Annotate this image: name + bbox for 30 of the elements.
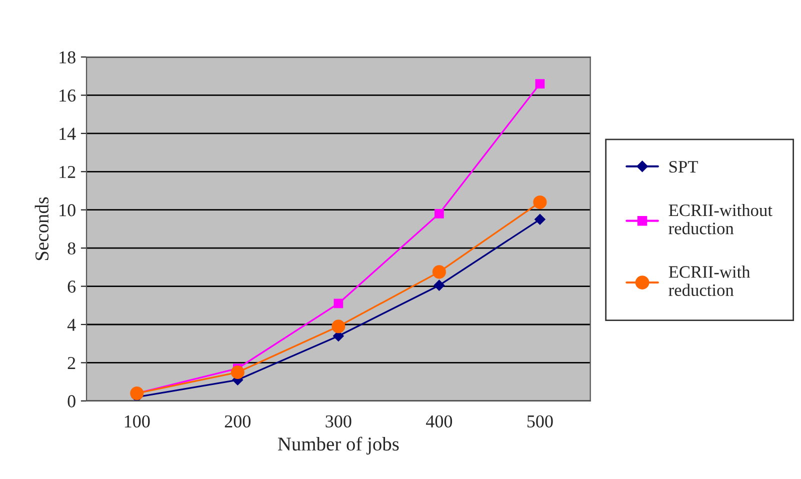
y-tick-label: 16: [60, 90, 76, 102]
point: [230, 365, 244, 380]
point: [332, 320, 346, 334]
x-tick-label: 500: [527, 415, 553, 428]
y-tick-label: 6: [68, 280, 76, 293]
y-tick-label: 14: [60, 128, 76, 140]
point: [534, 214, 546, 225]
legend-label: SPT: [669, 160, 698, 173]
x-tick-label: 300: [326, 415, 352, 428]
y-tick-label: 12: [60, 166, 76, 178]
legend-label: ECRII-without reduction: [668, 204, 772, 234]
point: [535, 79, 545, 88]
x-tick-label: 400: [426, 415, 452, 428]
point: [432, 265, 446, 279]
y-tick-label: 18: [60, 51, 76, 64]
x-axis-title: Number of jobs: [278, 436, 399, 455]
y-tick-label: 2: [68, 357, 76, 369]
x-tick-label: 200: [224, 415, 251, 428]
point: [434, 208, 444, 218]
y-tick-label: 10: [60, 204, 76, 216]
x-tick-label: 100: [124, 415, 150, 428]
y-tick-label: 4: [67, 318, 76, 331]
point: [434, 280, 445, 291]
point: [533, 195, 547, 209]
y-axis-title: Seconds: [34, 197, 49, 260]
y-tick-label: 0: [68, 395, 76, 408]
y-tick-label: 8: [68, 242, 76, 255]
point: [334, 298, 344, 308]
point: [130, 386, 144, 400]
legend-label: ECRII-with reduction: [668, 266, 750, 296]
